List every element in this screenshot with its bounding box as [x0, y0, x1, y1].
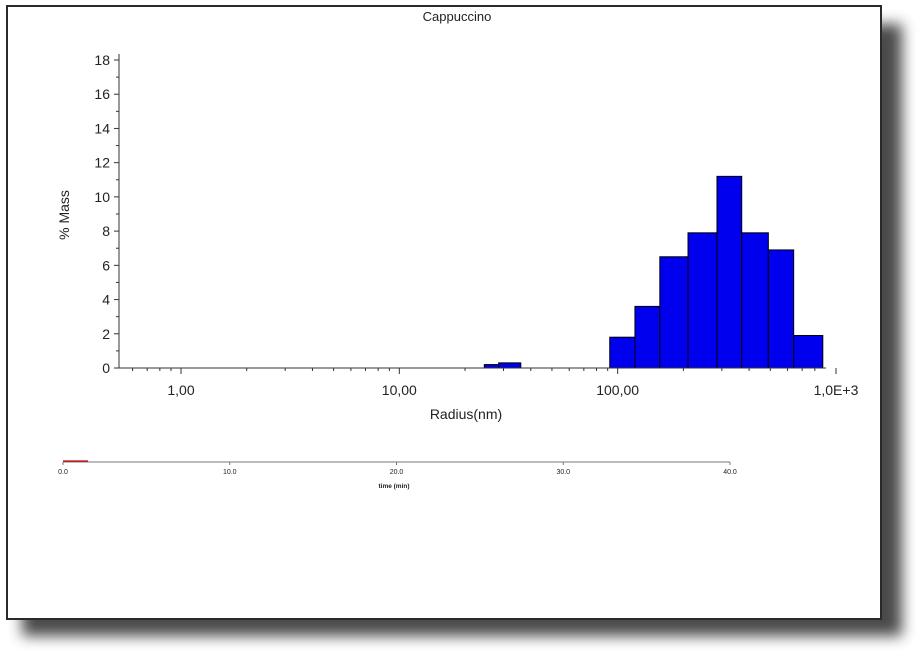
y-axis-label: % Mass [56, 190, 72, 240]
histogram-bar [793, 334, 824, 369]
y-tick-label: 16 [94, 86, 110, 102]
x-ticks-group: 1,00 10,00 100,00 1,0E+3 [132, 368, 859, 398]
x-tick-label: 1,0E+3 [814, 382, 859, 398]
histogram-bar [609, 336, 636, 369]
time-tick-label: 30.0 [556, 469, 570, 476]
time-tick-label: 0.0 [58, 469, 68, 476]
histogram-bar [687, 232, 718, 369]
histogram-bar [498, 362, 522, 369]
y-tick-label: 8 [102, 223, 110, 239]
y-tick-label: 4 [102, 292, 110, 308]
chart-title: Cappuccino [423, 9, 492, 24]
histogram-bar [483, 364, 500, 369]
y-tick-label: 2 [102, 326, 110, 342]
histogram-bar [716, 175, 743, 369]
time-tick-label: 10.0 [223, 469, 237, 476]
time-axis-group: 0.0 10.0 20.0 30.0 40.0 [58, 460, 737, 476]
y-tick-label: 0 [102, 360, 110, 376]
x-tick-label: 1,00 [167, 382, 194, 398]
histogram-bar [634, 305, 661, 369]
y-tick-label: 14 [94, 120, 110, 136]
histogram-bar [741, 232, 769, 369]
time-tick-label: 40.0 [723, 469, 737, 476]
y-tick-label: 6 [102, 257, 110, 273]
time-axis-label: time (min) [378, 483, 409, 490]
histogram-bar [659, 256, 689, 369]
x-axis-label: Radius(nm) [430, 406, 502, 422]
y-tick-label: 10 [94, 189, 110, 205]
y-ticks-group: 0 2 4 6 8 10 12 14 16 18 [94, 52, 119, 376]
y-tick-label: 18 [94, 52, 110, 68]
x-tick-label: 10,00 [382, 382, 417, 398]
bars-group [483, 175, 824, 369]
y-tick-label: 12 [94, 155, 110, 171]
histogram-bar [767, 249, 795, 369]
x-tick-label: 100,00 [596, 382, 639, 398]
time-tick-label: 20.0 [390, 469, 404, 476]
